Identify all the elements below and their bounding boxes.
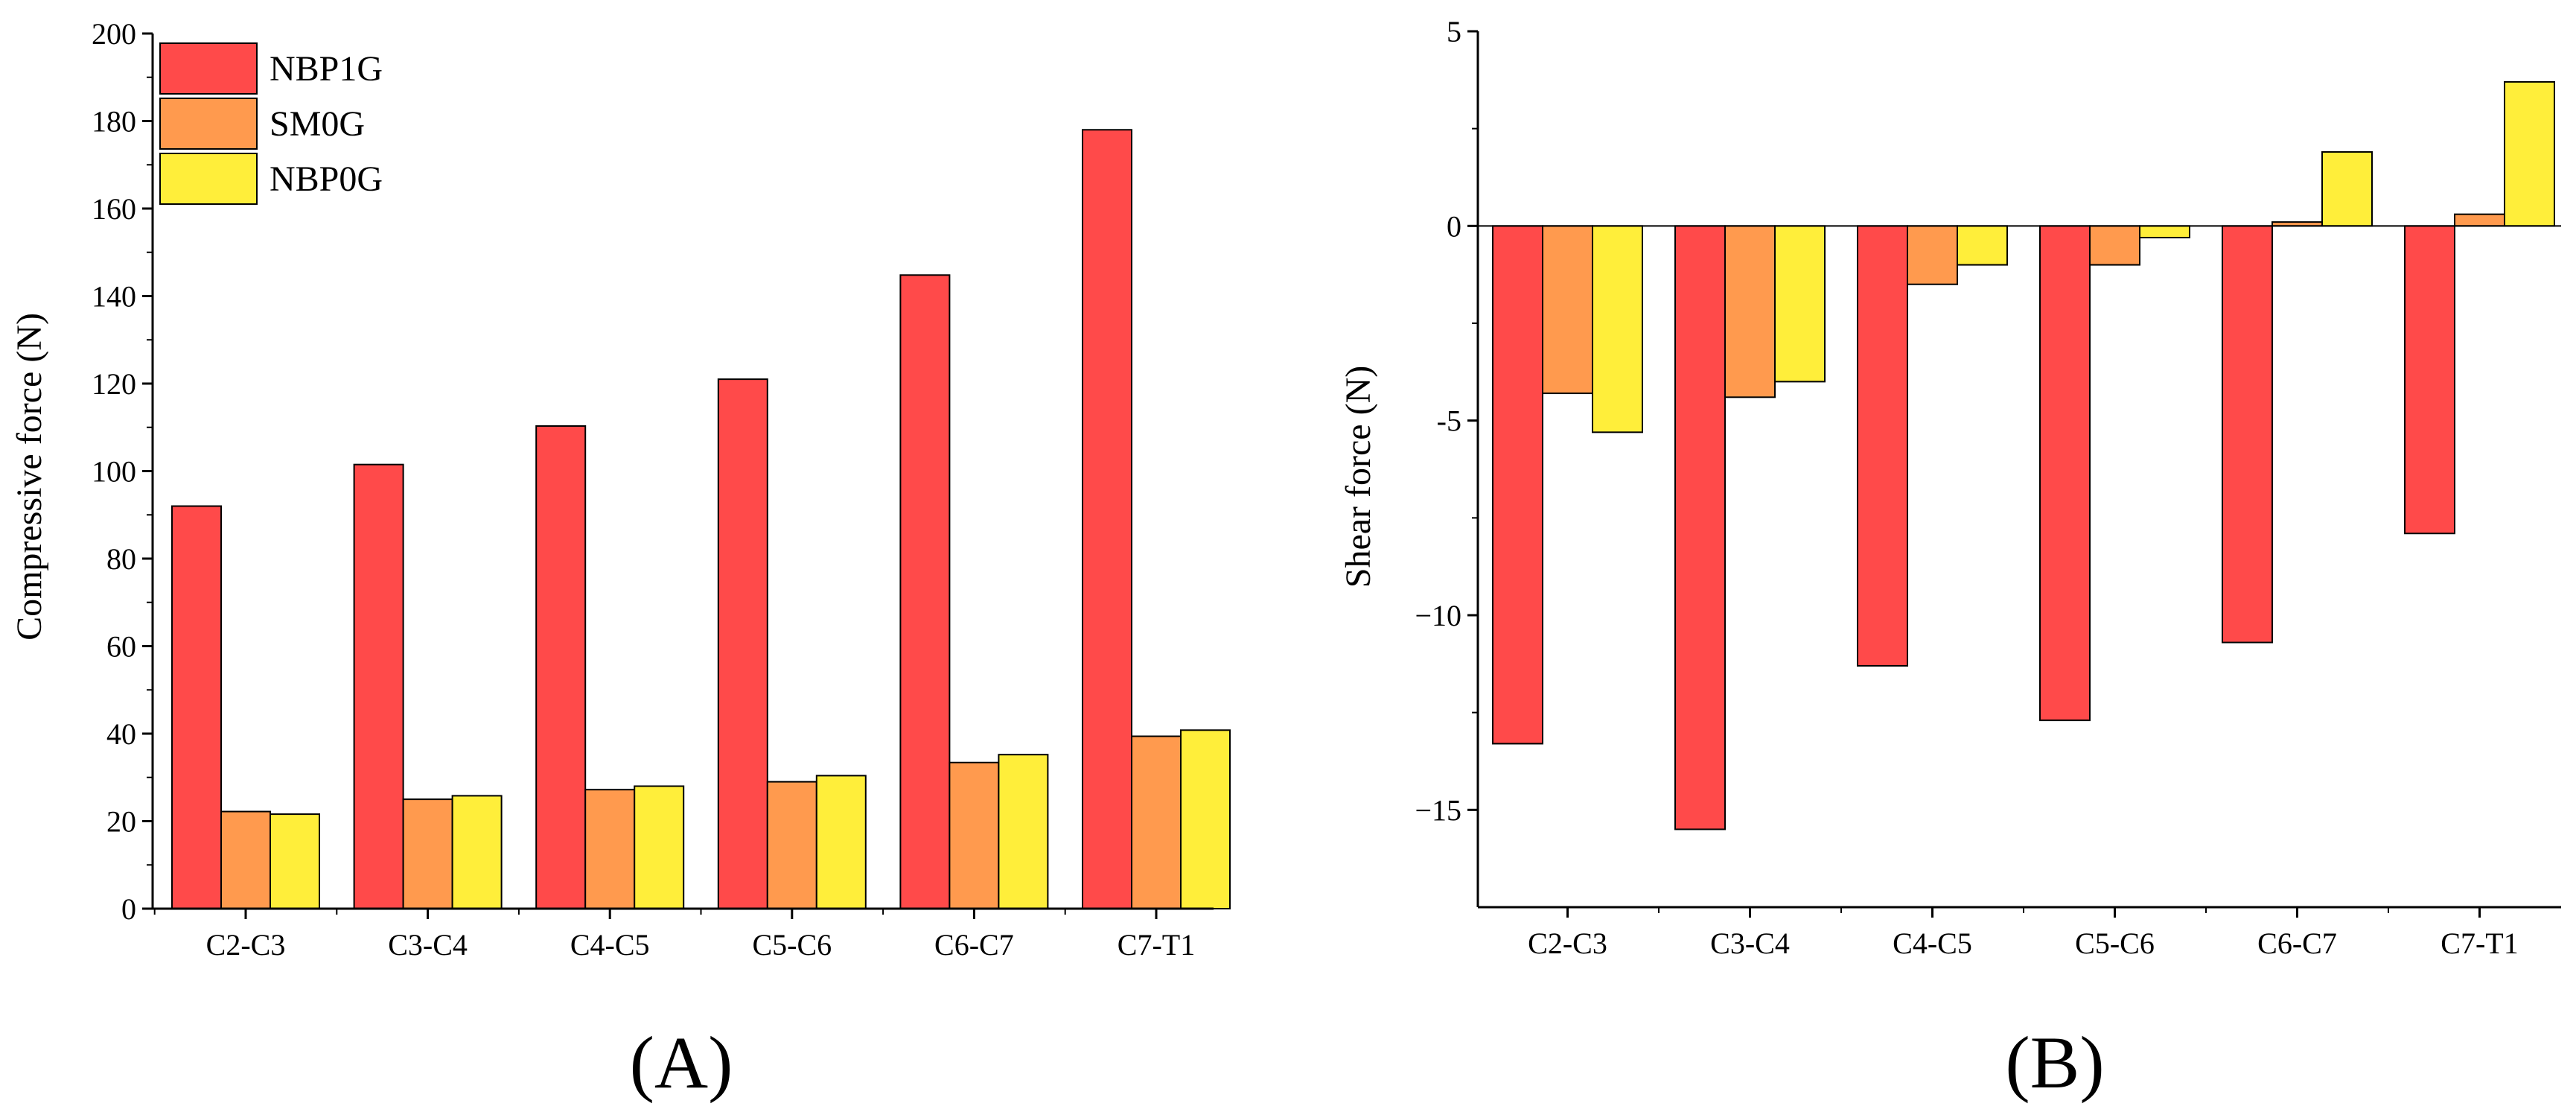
bars-group-b [1492, 80, 2555, 830]
bar-sm0g-c7-t1 [2454, 213, 2505, 227]
bar-sm0g-c4-c5 [1907, 225, 1958, 285]
y-tick-label: 60 [106, 630, 136, 664]
bar-nbp0g-c4-c5 [1957, 225, 2008, 266]
bar-nbp0g-c7-t1 [2504, 80, 2555, 227]
x-tick-label: C5-C6 [752, 928, 832, 962]
bar-sm0g-c5-c6 [2089, 225, 2140, 266]
y-tick-label: 180 [92, 105, 136, 139]
bar-nbp1g-c7-t1 [2404, 225, 2455, 535]
y-axis-label-a: Compressive force (N) [10, 313, 49, 641]
x-tick-label: C6-C7 [934, 928, 1014, 962]
bar-sm0g-c7-t1 [1131, 735, 1182, 910]
bar-sm0g-c3-c4 [1724, 225, 1776, 398]
legend-label-sm0g: SM0G [270, 104, 365, 144]
bar-nbp0g-c2-c3 [270, 813, 320, 909]
bar-sm0g-c2-c3 [220, 810, 271, 909]
x-tick-label: C5-C6 [2075, 927, 2155, 960]
bar-nbp1g-c6-c7 [2222, 225, 2273, 644]
x-tick-label: C7-T1 [1118, 928, 1195, 962]
x-tick-label: C3-C4 [388, 928, 468, 962]
legend-swatch-nbp1g [159, 42, 258, 95]
y-tick-label: 0 [1447, 209, 1461, 243]
x-tick-label: C7-T1 [2440, 927, 2518, 960]
bars-group-a [171, 129, 1231, 910]
x-tick-label: C6-C7 [2257, 927, 2337, 960]
bar-nbp1g-c2-c3 [1492, 225, 1543, 745]
bar-sm0g-c5-c6 [766, 781, 817, 909]
bar-nbp1g-c4-c5 [1857, 225, 1908, 667]
bar-sm0g-c6-c7 [949, 761, 1000, 910]
bar-nbp0g-c4-c5 [634, 785, 685, 909]
y-tick-label: 120 [92, 367, 136, 401]
bar-nbp0g-c6-c7 [2321, 151, 2373, 227]
y-tick-label: 160 [92, 192, 136, 226]
bar-nbp0g-c5-c6 [2139, 225, 2190, 239]
y-tick-label: 140 [92, 280, 136, 314]
bar-sm0g-c4-c5 [584, 789, 636, 909]
panel-label-a: (A) [630, 1021, 733, 1104]
y-tick-label: 40 [106, 717, 136, 751]
bar-nbp0g-c7-t1 [1180, 729, 1231, 909]
bar-nbp1g-c5-c6 [717, 378, 768, 909]
axes-b: −15 −10 -5 0 5 C2-C3 C3-C4 C4-C5 C5-C6 C6-C7 C7-T1 [1415, 15, 2561, 960]
bar-nbp0g-c5-c6 [815, 775, 867, 910]
x-tick-label: C4-C5 [570, 928, 650, 962]
legend-swatch-sm0g [159, 98, 258, 150]
y-tick-label: 5 [1447, 15, 1461, 48]
bar-sm0g-c2-c3 [1542, 225, 1593, 395]
legend: NBP1G SM0G NBP0G [159, 42, 383, 205]
bar-nbp1g-c6-c7 [899, 274, 951, 909]
y-tick-label: 200 [92, 17, 136, 51]
y-tick-label: -5 [1437, 404, 1461, 438]
y-tick-label: 20 [106, 805, 136, 839]
chart-panel-a: 0 20 40 60 80 100 120 140 160 180 200 C2-C3 C3-C4 C4-… [10, 17, 1231, 1104]
bar-nbp1g-c2-c3 [171, 505, 222, 909]
bar-nbp0g-c3-c4 [451, 795, 503, 910]
chart-panel-b: −15 −10 -5 0 5 C2-C3 C3-C4 C4-C5 C5-C6 C6-C7 C7-T1… [1339, 15, 2561, 1104]
bar-nbp1g-c4-c5 [535, 425, 587, 909]
y-tick-label: 80 [106, 542, 136, 576]
bar-nbp1g-c3-c4 [1674, 225, 1726, 830]
panel-label-b: (B) [2005, 1021, 2104, 1104]
bar-nbp1g-c5-c6 [2039, 225, 2091, 722]
axes-a: 0 20 40 60 80 100 120 140 160 180 200 C2-C3 C3-C4 C4-… [92, 17, 1214, 962]
x-tick-label: C2-C3 [206, 928, 286, 962]
y-tick-label: −15 [1415, 793, 1461, 827]
bar-nbp1g-c7-t1 [1082, 129, 1132, 909]
legend-swatch-nbp0g [159, 153, 258, 205]
y-tick-label: 100 [92, 455, 136, 489]
bar-nbp0g-c6-c7 [998, 754, 1049, 910]
legend-label-nbp0g: NBP0G [270, 159, 383, 199]
bar-nbp1g-c3-c4 [353, 463, 404, 909]
x-tick-label: C3-C4 [1710, 927, 1790, 960]
y-tick-label: −10 [1415, 599, 1461, 632]
x-tick-label: C2-C3 [1528, 927, 1607, 960]
bar-nbp0g-c3-c4 [1774, 225, 1826, 383]
bar-sm0g-c3-c4 [402, 798, 453, 909]
legend-label-nbp1g: NBP1G [270, 49, 383, 89]
y-axis-label-b: Shear force (N) [1339, 366, 1378, 588]
bar-nbp0g-c2-c3 [1592, 225, 1643, 433]
y-tick-label: 0 [121, 892, 136, 926]
x-tick-label: C4-C5 [1893, 927, 1972, 960]
